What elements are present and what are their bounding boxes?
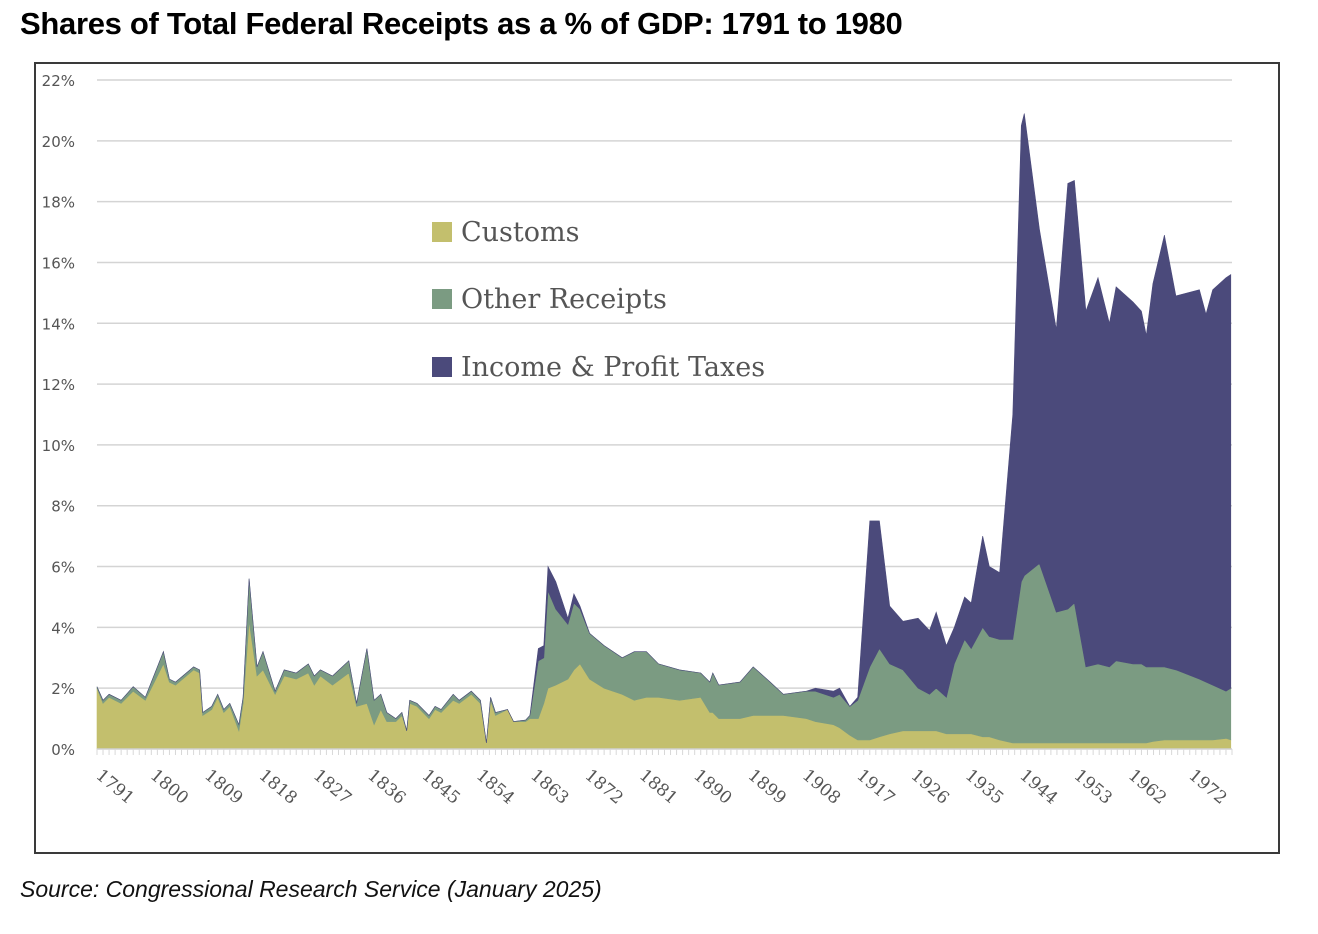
legend-item-customs: Customs xyxy=(432,217,579,248)
x-tick-label: 1899 xyxy=(744,766,790,809)
y-tick-label: 0% xyxy=(51,741,75,759)
y-tick-label: 8% xyxy=(51,498,75,516)
x-tick-label: 1791 xyxy=(92,766,138,809)
x-tick-label: 1953 xyxy=(1070,766,1116,809)
y-tick-label: 10% xyxy=(42,437,75,455)
legend-label-customs: Customs xyxy=(461,217,579,248)
x-tick-label: 1818 xyxy=(255,766,301,809)
x-tick-label: 1854 xyxy=(472,766,518,809)
x-tick-label: 1935 xyxy=(961,766,1007,809)
x-tick-label: 1926 xyxy=(907,766,953,809)
x-tick-label: 1881 xyxy=(635,766,681,809)
legend-label-other-receipts: Other Receipts xyxy=(461,284,667,315)
legend-swatch-customs xyxy=(432,222,452,242)
legend-swatch-other-receipts xyxy=(432,289,452,309)
y-tick-label: 12% xyxy=(42,376,75,394)
legend-item-income-profit-taxes: Income & Profit Taxes xyxy=(432,352,765,383)
x-tick-label: 1845 xyxy=(418,766,464,809)
x-tick-label: 1917 xyxy=(852,766,898,809)
x-tick-label: 1872 xyxy=(581,766,627,809)
legend-item-other-receipts: Other Receipts xyxy=(432,284,667,315)
x-tick-label: 1809 xyxy=(200,766,246,809)
chart-frame xyxy=(34,62,1280,854)
y-tick-label: 18% xyxy=(42,194,75,212)
y-tick-label: 22% xyxy=(42,72,75,90)
x-tick-label: 1800 xyxy=(146,766,192,809)
chart-title: Shares of Total Federal Receipts as a % … xyxy=(20,6,903,41)
x-tick-label: 1827 xyxy=(309,766,355,809)
y-tick-label: 16% xyxy=(42,254,75,272)
source-note: Source: Congressional Research Service (… xyxy=(20,876,602,902)
x-tick-label: 1944 xyxy=(1015,766,1061,809)
y-tick-label: 4% xyxy=(51,619,75,637)
x-tick-label: 1972 xyxy=(1185,766,1231,809)
y-tick-label: 6% xyxy=(51,559,75,577)
area-income-profit-taxes xyxy=(96,113,1232,743)
y-tick-label: 20% xyxy=(42,133,75,151)
y-tick-label: 2% xyxy=(51,680,75,698)
x-tick-label: 1836 xyxy=(363,766,409,809)
areas xyxy=(96,113,1232,750)
x-tick-label: 1890 xyxy=(689,766,735,809)
x-tick-label: 1962 xyxy=(1124,766,1170,809)
y-tick-label: 14% xyxy=(42,315,75,333)
legend-label-income-profit-taxes: Income & Profit Taxes xyxy=(461,352,765,383)
legend: Customs Other Receipts Income & Profit T… xyxy=(432,217,765,383)
x-tick-label: 1863 xyxy=(526,766,572,809)
x-tick-label: 1908 xyxy=(798,766,844,809)
legend-swatch-income-profit-taxes xyxy=(432,357,452,377)
